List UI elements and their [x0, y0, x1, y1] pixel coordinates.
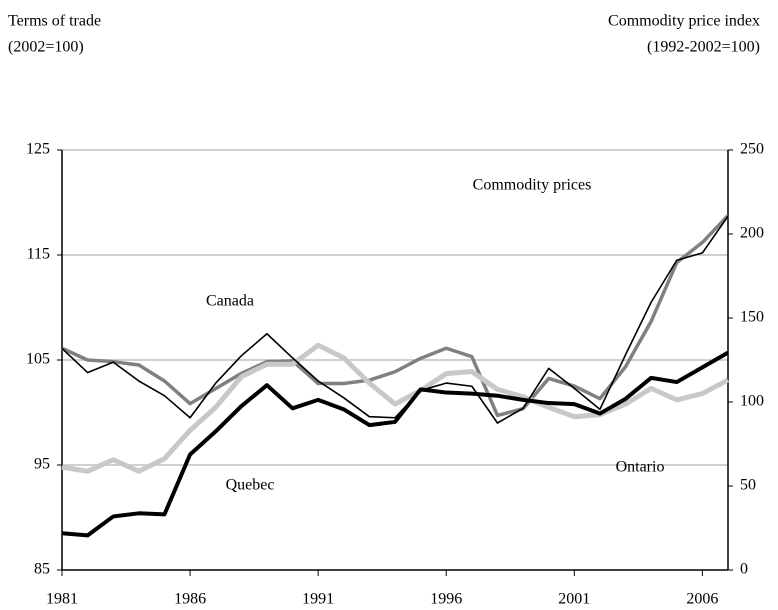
series-line	[61, 215, 729, 424]
y-tick-label: 95	[34, 456, 50, 473]
series-label: Quebec	[226, 477, 275, 494]
right-axis-title: (1992-2002=100)	[647, 39, 760, 56]
left-axis-title: Terms of trade	[8, 13, 101, 30]
y-tick-label: 85	[34, 561, 50, 578]
y-tick-label: 115	[27, 246, 50, 263]
x-tick-label: 1986	[174, 591, 206, 608]
y2-tick-label: 150	[740, 309, 764, 326]
left-axis-title: (2002=100)	[8, 39, 84, 56]
y-tick-label: 105	[26, 351, 50, 368]
series-line	[61, 214, 730, 418]
series-label: Commodity prices	[473, 177, 592, 194]
x-tick-label: 2006	[686, 591, 718, 608]
x-tick-label: 2001	[558, 591, 590, 608]
series-line	[61, 350, 729, 538]
y2-tick-label: 200	[740, 225, 764, 242]
series-label: Ontario	[616, 459, 665, 476]
x-tick-label: 1991	[302, 591, 334, 608]
y2-tick-label: 50	[740, 477, 756, 494]
right-axis-title: Commodity price index	[608, 13, 760, 30]
x-tick-label: 1981	[46, 591, 78, 608]
series-label: Canada	[206, 293, 254, 310]
y-tick-label: 125	[26, 141, 50, 158]
y2-tick-label: 100	[740, 393, 764, 410]
y2-tick-label: 250	[740, 141, 764, 158]
y2-tick-label: 0	[740, 561, 748, 578]
series-line	[61, 342, 730, 474]
x-tick-label: 1996	[430, 591, 462, 608]
